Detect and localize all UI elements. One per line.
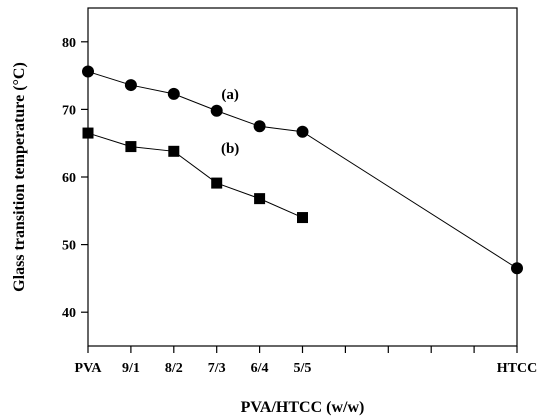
plot-frame — [87, 7, 518, 347]
series-labels: (a) (b) — [221, 87, 239, 157]
axes — [87, 7, 518, 347]
x-tick-label: HTCC — [497, 361, 537, 376]
y-tick-label: 70 — [62, 103, 76, 118]
data-point-b — [125, 141, 137, 153]
data-point-a — [253, 120, 266, 133]
series-markers — [82, 65, 523, 275]
data-point-a — [167, 87, 180, 100]
x-tick-label: PVA — [75, 361, 103, 376]
series-label-a: (a) — [221, 87, 239, 103]
series-line-a — [87, 71, 518, 269]
data-point-a — [124, 79, 137, 92]
data-point-b — [297, 212, 308, 224]
series-label-b: (b) — [221, 141, 239, 157]
y-tick-label: 40 — [62, 306, 76, 321]
data-point-b — [82, 127, 94, 139]
data-point-a — [296, 125, 309, 138]
x-tick-label: 5/5 — [294, 361, 312, 376]
x-axis-title: PVA/HTCC (w/w) — [241, 399, 365, 416]
y-axis-title: Glass transition temperature (°C) — [11, 62, 28, 292]
y-tick-label: 60 — [62, 171, 76, 186]
x-tick-label: 6/4 — [251, 361, 269, 376]
data-point-a — [82, 65, 94, 78]
data-point-b — [211, 177, 223, 189]
y-tick-label: 80 — [62, 36, 76, 51]
x-tick-label: 7/3 — [208, 361, 226, 376]
data-point-a — [511, 262, 523, 275]
series-lines — [87, 71, 518, 269]
data-point-a — [210, 104, 223, 117]
series-line-b — [87, 132, 303, 219]
ticks: 40 50 60 70 80 PVA 9/1 8/2 7/3 6/4 5/5 HTCC — [62, 36, 537, 376]
x-tick-label: 9/1 — [122, 361, 140, 376]
data-point-b — [254, 193, 266, 205]
data-point-b — [168, 145, 180, 157]
x-tick-label: 8/2 — [165, 361, 183, 376]
y-tick-label: 50 — [62, 239, 76, 254]
